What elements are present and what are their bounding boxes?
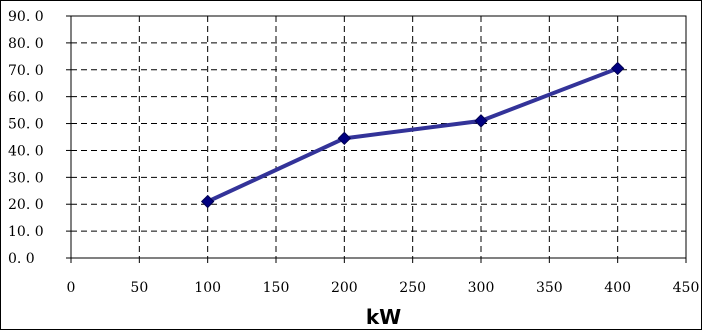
series-group [200, 61, 625, 209]
y-tick-label: 90. 0 [8, 9, 44, 25]
x-axis-ticks: 0 50 100 150 200 250 300 350 400 450 [67, 258, 700, 296]
y-tick-label: 40. 0 [8, 143, 44, 159]
x-axis-label: kW [366, 305, 401, 329]
y-tick-label: 10. 0 [8, 224, 44, 240]
y-tick-label: 80. 0 [8, 36, 44, 52]
x-tick-label: 0 [67, 280, 76, 296]
y-axis-ticks: 0. 0 10. 0 20. 0 30. 0 40. 0 50. 0 60. 0 70. 0 8… [8, 9, 71, 267]
y-tick-label: 60. 0 [8, 90, 44, 106]
x-tick-label: 200 [331, 280, 358, 296]
x-tick-label: 150 [263, 280, 290, 296]
data-point-marker [200, 194, 215, 209]
y-tick-label: 30. 0 [8, 170, 44, 186]
grid-lines [71, 16, 686, 258]
x-tick-label: 300 [468, 280, 495, 296]
x-tick-label: 350 [536, 280, 563, 296]
x-tick-label: 400 [604, 280, 631, 296]
data-point-marker [337, 131, 352, 146]
x-tick-label: 450 [673, 280, 700, 296]
x-tick-label: 100 [194, 280, 221, 296]
y-tick-label: 70. 0 [8, 63, 44, 79]
y-tick-label: 50. 0 [8, 117, 44, 133]
x-tick-label: 250 [399, 280, 426, 296]
y-tick-label: 0. 0 [8, 251, 35, 267]
data-point-marker [474, 114, 488, 128]
data-point-marker [610, 61, 625, 76]
plot-area [70, 15, 687, 259]
y-tick-label: 20. 0 [8, 197, 44, 213]
x-tick-label: 50 [130, 280, 148, 296]
series-line [206, 66, 619, 204]
